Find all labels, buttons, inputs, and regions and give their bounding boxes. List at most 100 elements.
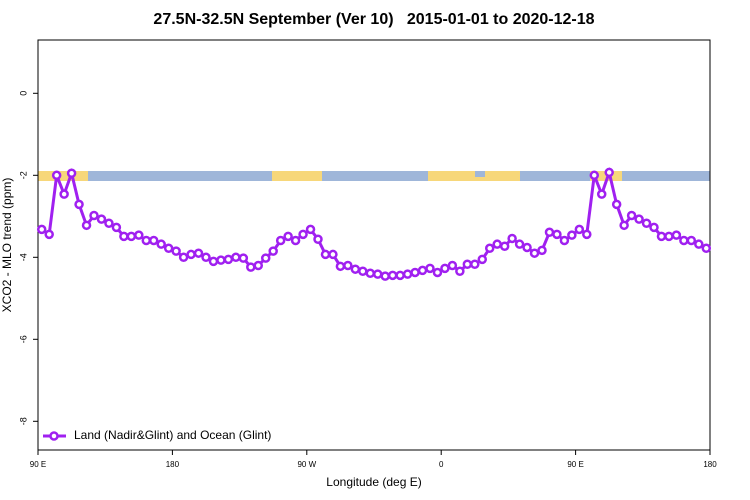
x-tick-label: 90 E xyxy=(30,460,46,469)
data-point xyxy=(193,248,204,258)
land-band xyxy=(38,171,88,181)
data-point xyxy=(74,199,84,210)
data-point xyxy=(171,246,181,256)
land-ocean-band xyxy=(38,171,710,181)
data-point xyxy=(275,235,286,246)
data-point xyxy=(440,263,450,274)
data-point xyxy=(260,253,271,263)
data-point xyxy=(358,266,368,276)
data-point xyxy=(514,239,525,249)
data-point xyxy=(111,222,122,233)
data-point xyxy=(268,246,278,256)
data-point xyxy=(492,239,502,249)
data-point xyxy=(641,218,652,229)
data-point xyxy=(611,199,622,210)
plot-frame xyxy=(37,39,711,451)
data-point xyxy=(246,262,256,272)
data-point xyxy=(216,255,226,265)
data-point xyxy=(141,235,152,246)
data-point xyxy=(671,230,682,240)
x-tick-label: 90 E xyxy=(567,460,583,469)
y-axis-label: XCO2 - MLO trend (ppm) xyxy=(0,178,14,313)
data-point xyxy=(604,167,614,178)
data-point xyxy=(694,239,704,249)
data-point xyxy=(470,259,480,270)
y-tick-label: -2 xyxy=(18,171,28,179)
data-point xyxy=(134,230,144,240)
data-point xyxy=(455,266,465,276)
data-point xyxy=(223,254,234,265)
x-tick-label: 0 xyxy=(439,460,444,469)
data-point xyxy=(305,224,316,235)
land-band xyxy=(428,171,520,181)
data-point xyxy=(320,249,331,260)
data-point xyxy=(567,230,577,240)
data-point xyxy=(432,267,443,278)
data-point xyxy=(66,168,77,178)
data-point xyxy=(484,243,495,254)
data-point xyxy=(104,218,114,229)
data-point xyxy=(477,254,488,265)
data-point xyxy=(410,267,420,278)
data-point xyxy=(238,253,249,263)
data-point xyxy=(372,269,383,279)
legend-label: Land (Nadir&Glint) and Ocean (Glint) xyxy=(74,428,271,442)
data-point xyxy=(701,243,712,254)
data-point xyxy=(59,189,69,199)
data-point xyxy=(283,231,293,242)
land-band xyxy=(590,171,622,181)
data-point xyxy=(552,229,562,240)
data-point xyxy=(89,210,99,221)
data-point xyxy=(626,210,637,221)
data-point xyxy=(253,260,264,271)
data-point xyxy=(507,233,517,244)
data-point xyxy=(425,263,435,274)
data-point xyxy=(208,256,219,267)
data-point xyxy=(51,170,62,181)
data-point xyxy=(596,189,607,199)
data-point xyxy=(126,231,137,242)
chart-title: 27.5N-32.5N September (Ver 10) 2015-01-0… xyxy=(153,11,594,28)
data-point xyxy=(574,224,585,235)
data-point xyxy=(335,261,346,272)
data-point xyxy=(44,229,54,240)
data-point xyxy=(589,170,600,181)
x-tick-label: 180 xyxy=(703,460,717,469)
data-point xyxy=(365,268,376,279)
data-point xyxy=(231,252,241,263)
data-point xyxy=(119,231,129,242)
data-point xyxy=(96,214,107,224)
y-tick-label: -4 xyxy=(18,253,28,261)
series-line xyxy=(40,167,707,278)
land-band xyxy=(272,171,322,181)
data-point xyxy=(462,259,473,270)
data-point xyxy=(343,260,353,271)
ocean-band xyxy=(475,171,485,177)
data-point xyxy=(298,229,308,240)
data-point xyxy=(402,269,413,279)
y-tick-label: -6 xyxy=(18,335,28,343)
data-point xyxy=(582,229,592,240)
data-point xyxy=(395,270,405,281)
y-tick-label: 0 xyxy=(18,91,28,96)
data-point xyxy=(81,220,92,231)
data-point xyxy=(634,214,644,224)
data-point xyxy=(350,264,361,274)
data-point xyxy=(313,234,323,245)
x-tick-label: 180 xyxy=(166,460,180,469)
x-tick-label: 90 W xyxy=(297,460,316,469)
data-point xyxy=(522,242,532,253)
data-point xyxy=(529,248,540,258)
ocean-band xyxy=(38,171,710,181)
data-point xyxy=(447,260,458,271)
data-point xyxy=(201,252,211,263)
data-point xyxy=(664,231,674,242)
data-point xyxy=(178,252,189,263)
data-point xyxy=(163,243,174,254)
data-point xyxy=(186,249,196,260)
data-point xyxy=(156,239,166,249)
data-point xyxy=(36,224,47,235)
data-point xyxy=(499,241,510,251)
